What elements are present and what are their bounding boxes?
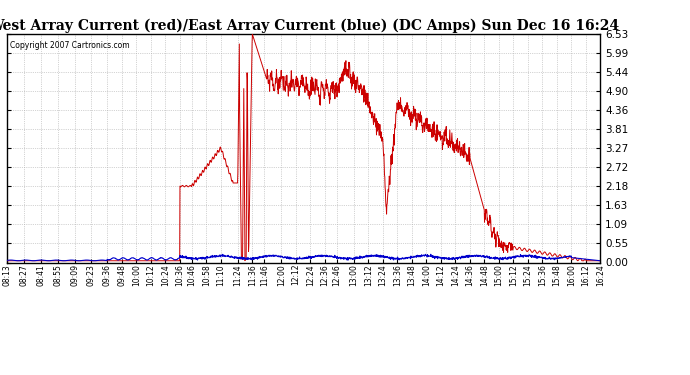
Text: Copyright 2007 Cartronics.com: Copyright 2007 Cartronics.com (10, 40, 130, 50)
Title: West Array Current (red)/East Array Current (blue) (DC Amps) Sun Dec 16 16:24: West Array Current (red)/East Array Curr… (0, 18, 619, 33)
